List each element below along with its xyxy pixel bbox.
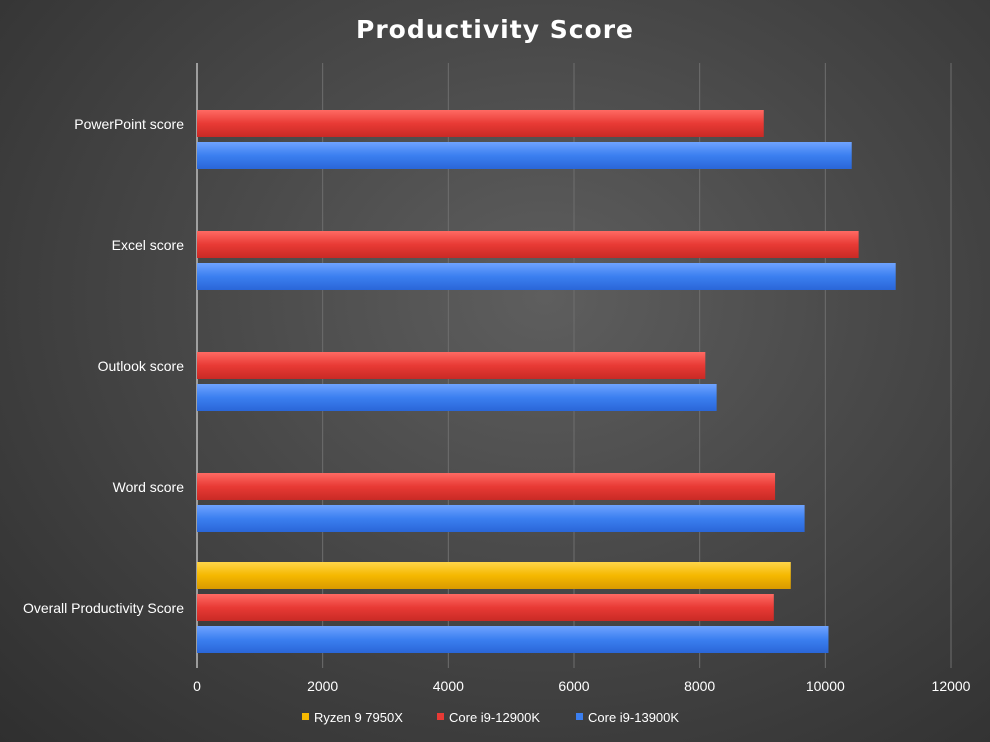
legend-swatch: [302, 713, 309, 720]
bar-core-i9-13900k-powerpoint-score: [197, 142, 852, 169]
x-tick-label: 6000: [558, 678, 589, 694]
bar-ryzen-9-7950x-overall-productivity-score: [197, 562, 791, 589]
bar-core-i9-12900k-excel-score: [197, 231, 859, 258]
bar-core-i9-12900k-outlook-score: [197, 352, 706, 379]
bar-core-i9-12900k-word-score: [197, 473, 776, 500]
legend-swatch: [576, 713, 583, 720]
x-tick-label: 12000: [932, 678, 971, 694]
legend: Ryzen 9 7950X Core i9-12900K Core i9-13900…: [302, 710, 679, 725]
x-tick-labels: 0 2000 4000 6000 8000 10000 12000: [193, 678, 971, 694]
bar-core-i9-13900k-overall-productivity-score: [197, 626, 829, 653]
legend-label: Core i9-12900K: [449, 710, 540, 725]
bar-core-i9-13900k-outlook-score: [197, 384, 717, 411]
category-label: PowerPoint score: [74, 116, 184, 132]
bar-core-i9-12900k-overall-productivity-score: [197, 594, 774, 621]
x-tick-label: 2000: [307, 678, 338, 694]
x-tick-label: 0: [193, 678, 201, 694]
bar-core-i9-13900k-word-score: [197, 505, 805, 532]
bars: [197, 110, 896, 653]
legend-label: Core i9-13900K: [588, 710, 679, 725]
x-tick-label: 8000: [684, 678, 715, 694]
chart-title: Productivity Score: [356, 15, 634, 44]
category-label: Outlook score: [98, 358, 185, 374]
category-label: Word score: [113, 479, 185, 495]
bar-core-i9-12900k-powerpoint-score: [197, 110, 764, 137]
legend-swatch: [437, 713, 444, 720]
legend-label: Ryzen 9 7950X: [314, 710, 403, 725]
category-label: Excel score: [112, 237, 185, 253]
category-labels: PowerPoint score Excel score Outlook score…: [23, 116, 184, 616]
category-label: Overall Productivity Score: [23, 600, 184, 616]
bar-core-i9-13900k-excel-score: [197, 263, 896, 290]
x-tick-label: 4000: [433, 678, 464, 694]
x-tick-label: 10000: [806, 678, 845, 694]
